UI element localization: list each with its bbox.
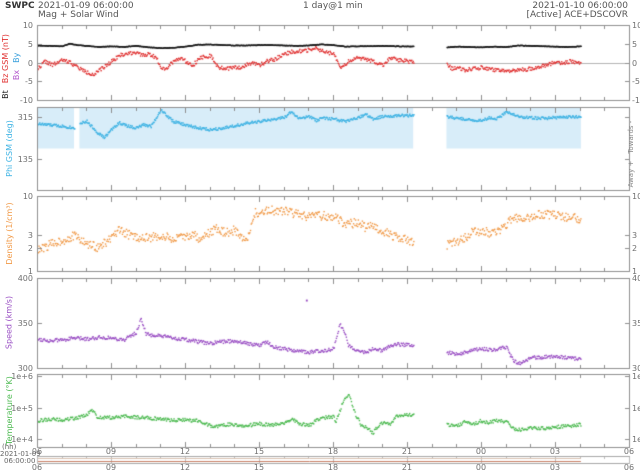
x-tick-label: 06 — [31, 447, 43, 456]
y-tick-label-right: 5 — [632, 39, 638, 49]
x-tick-label-row2: 21 — [401, 463, 413, 472]
y-tick-label: 2 — [27, 243, 33, 253]
y-tick-label: 0 — [27, 58, 33, 68]
x-tick-label: 06 — [623, 447, 635, 456]
x-tick-label-row2: 12 — [179, 463, 191, 472]
y-tick-label: 5 — [27, 39, 33, 49]
x-tick-label-row2: 00 — [475, 463, 487, 472]
y-tick-label-right: -5 — [632, 76, 640, 86]
y-tick-label: 350 — [17, 318, 33, 328]
y-tick-label: 300 — [17, 363, 33, 373]
y-tick-label-right: 10 — [632, 20, 640, 30]
y-tick-label-right: 400 — [632, 273, 640, 283]
x-tick-label: 03 — [549, 447, 561, 456]
sector-away-label: Away + — [627, 160, 635, 188]
plot-end-datetime: 2021-01-10 06:00:00 — [532, 1, 628, 11]
y-tick-label: -10 — [19, 95, 33, 105]
x-tick-label: 18 — [327, 447, 339, 456]
source-status-label: [Active] ACE+DSCOVR — [526, 10, 629, 20]
x-tick-label: 09 — [105, 447, 117, 456]
x-tick-label-row2: 09 — [105, 463, 117, 472]
x-tick-label-row2: 03 — [549, 463, 561, 472]
y-tick-label-right: 1e+5 — [632, 403, 640, 413]
y-tick-label-right: 1e+6 — [632, 371, 640, 381]
hours-unit-label: (hh) — [2, 443, 17, 451]
y-tick-label-right: 300 — [632, 363, 640, 373]
footer-start-date: 2021-01-09 — [0, 450, 41, 458]
y-tick-label-right: 3 — [632, 230, 638, 240]
y-tick-label-right: 350 — [632, 318, 640, 328]
x-tick-label: 00 — [475, 447, 487, 456]
y-tick-label: 1 — [27, 266, 33, 276]
y-tick-label: 135 — [17, 154, 33, 164]
x-tick-label-row2: 18 — [327, 463, 339, 472]
y-tick-label: 400 — [17, 273, 33, 283]
x-tick-label: 15 — [253, 447, 265, 456]
x-tick-label-row2: 06 — [623, 463, 635, 472]
y-tick-label-right: -10 — [632, 95, 640, 105]
y-tick-label-right: 10 — [632, 191, 640, 201]
y-tick-label-right: 2 — [632, 243, 638, 253]
x-tick-label-row2: 15 — [253, 463, 265, 472]
y-tick-label-right: 1 — [632, 266, 638, 276]
swpc-source-label: SWPC — [5, 1, 35, 11]
x-tick-label: 12 — [179, 447, 191, 456]
y-tick-label-right: 0 — [632, 58, 638, 68]
y-tick-label: -5 — [25, 76, 33, 86]
y-tick-label: 1e+6 — [11, 371, 33, 381]
y-tick-label: 1e+4 — [11, 434, 33, 444]
plot-start-datetime: 2021-01-09 06:00:00 — [38, 1, 134, 11]
x-tick-label-row2: 06 — [31, 463, 43, 472]
sector-direction-label: Away + Towards - — [618, 117, 640, 200]
footer-start-time: 06:00:00 — [4, 457, 36, 465]
y-tick-label: 1e+5 — [11, 403, 33, 413]
y-tick-label-right: 1e+4 — [632, 434, 640, 444]
x-tick-label: 21 — [401, 447, 413, 456]
y-tick-label: 10 — [22, 191, 33, 201]
y-tick-label: 3 — [27, 230, 33, 240]
sector-towards-label: Towards - — [627, 120, 635, 154]
y-tick-label: 315 — [17, 112, 33, 122]
y-tick-label: 10 — [22, 20, 33, 30]
plot-subtitle: Mag + Solar Wind — [38, 10, 119, 20]
cadence-label: 1 day@1 min — [303, 1, 363, 11]
